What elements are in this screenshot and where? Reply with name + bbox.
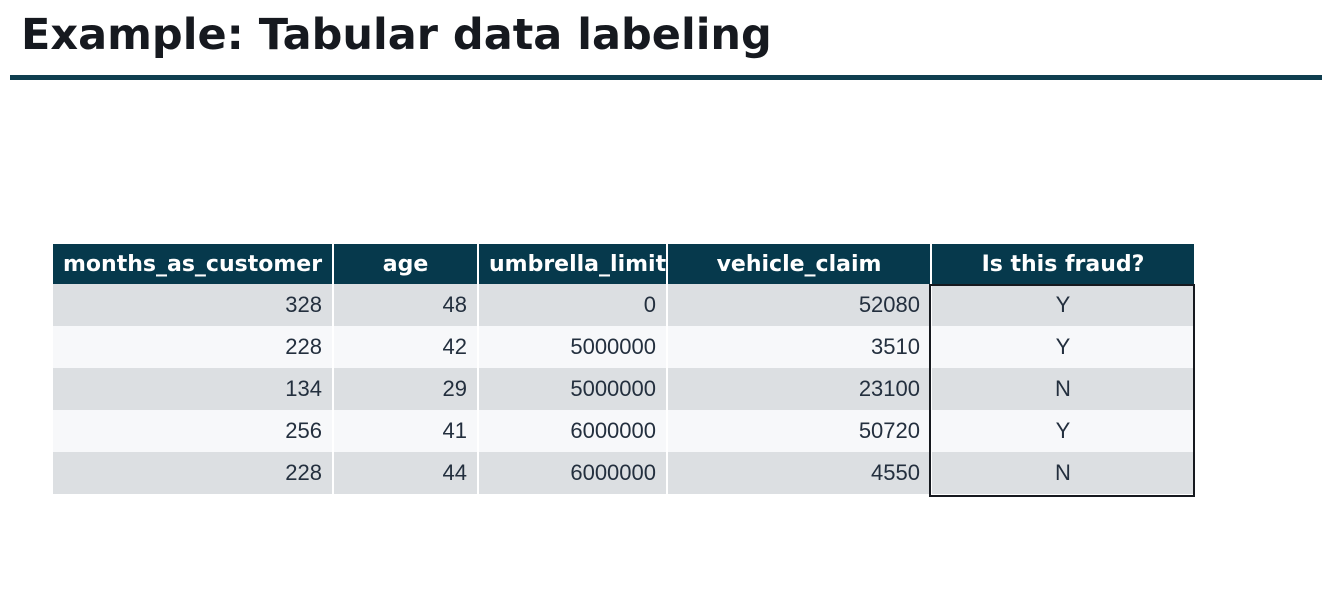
cell-age: 44 [334, 452, 479, 494]
cell-vehicle-claim: 23100 [668, 368, 932, 410]
table-row: 256 41 6000000 50720 Y [53, 410, 1194, 452]
page-title: Example: Tabular data labeling [21, 10, 772, 60]
cell-months-as-customer: 228 [53, 326, 334, 368]
table-row: 228 44 6000000 4550 N [53, 452, 1194, 494]
cell-months-as-customer: 228 [53, 452, 334, 494]
cell-age: 42 [334, 326, 479, 368]
cell-umbrella-limit: 5000000 [479, 326, 668, 368]
cell-months-as-customer: 134 [53, 368, 334, 410]
cell-umbrella-limit: 6000000 [479, 410, 668, 452]
cell-vehicle-claim: 52080 [668, 284, 932, 326]
data-table: months_as_customer age umbrella_limit ve… [53, 244, 1194, 494]
column-header-umbrella-limit: umbrella_limit [479, 244, 668, 284]
title-divider [10, 75, 1322, 80]
table-row: 328 48 0 52080 Y [53, 284, 1194, 326]
cell-age: 29 [334, 368, 479, 410]
cell-vehicle-claim: 3510 [668, 326, 932, 368]
cell-fraud-label: Y [932, 410, 1194, 452]
cell-umbrella-limit: 6000000 [479, 452, 668, 494]
cell-umbrella-limit: 5000000 [479, 368, 668, 410]
cell-months-as-customer: 256 [53, 410, 334, 452]
table-row: 228 42 5000000 3510 Y [53, 326, 1194, 368]
cell-fraud-label: N [932, 368, 1194, 410]
cell-vehicle-claim: 4550 [668, 452, 932, 494]
cell-fraud-label: Y [932, 284, 1194, 326]
cell-fraud-label: N [932, 452, 1194, 494]
table-header-row: months_as_customer age umbrella_limit ve… [53, 244, 1194, 284]
column-header-vehicle-claim: vehicle_claim [668, 244, 932, 284]
cell-age: 48 [334, 284, 479, 326]
column-header-months-as-customer: months_as_customer [53, 244, 334, 284]
cell-fraud-label: Y [932, 326, 1194, 368]
cell-umbrella-limit: 0 [479, 284, 668, 326]
column-header-fraud-label: Is this fraud? [932, 244, 1194, 284]
cell-months-as-customer: 328 [53, 284, 334, 326]
column-header-age: age [334, 244, 479, 284]
cell-vehicle-claim: 50720 [668, 410, 932, 452]
table-row: 134 29 5000000 23100 N [53, 368, 1194, 410]
cell-age: 41 [334, 410, 479, 452]
